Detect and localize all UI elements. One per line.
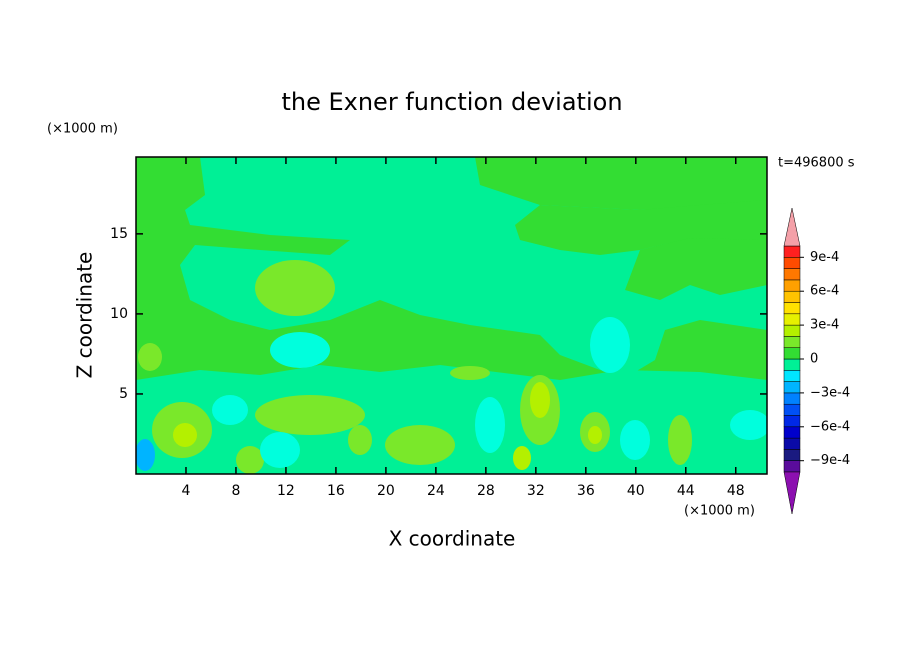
x-tick-label: 32 [527, 483, 545, 499]
x-tick-label: 20 [377, 483, 395, 499]
colorbar-tick-label: 0 [810, 352, 818, 367]
colorbar-tick-label: −6e-4 [810, 419, 850, 434]
y-axis-title: Z coordinate [73, 252, 97, 379]
x-tick-label: 44 [677, 483, 695, 499]
y-tick-label: 10 [110, 306, 128, 322]
colorbar-band [783, 313, 801, 326]
x-tick-label: 4 [182, 483, 191, 499]
y-tick-label: 15 [110, 226, 128, 242]
x-unit: (×1000 m) [684, 504, 755, 519]
colorbar-band [783, 415, 801, 428]
colorbar-band [783, 347, 801, 360]
colorbar-band [783, 381, 801, 394]
y-tick-label: 5 [119, 386, 128, 402]
x-tick-label: 24 [427, 483, 445, 499]
x-tick-label: 8 [231, 483, 240, 499]
x-tick-label: 28 [477, 483, 495, 499]
colorbar-band [783, 324, 801, 337]
x-tick-label: 12 [277, 483, 295, 499]
colorbar-band [783, 279, 801, 292]
y-unit: (×1000 m) [47, 122, 118, 137]
plot-frame [135, 156, 768, 475]
colorbar-tick-label: 9e-4 [810, 250, 839, 265]
colorbar-tick-label: 3e-4 [810, 318, 839, 333]
colorbar-extend-high [783, 207, 801, 247]
colorbar-extend-low [783, 471, 801, 515]
colorbar-band [783, 290, 801, 303]
colorbar-band [783, 392, 801, 405]
colorbar-band [783, 336, 801, 348]
contour-field [136, 157, 767, 474]
x-tick-label: 40 [627, 483, 645, 499]
colorbar-band [783, 460, 801, 473]
colorbar-tick-label: −3e-4 [810, 385, 850, 400]
colorbar-tick-label: −9e-4 [810, 453, 850, 468]
x-tick-label: 36 [577, 483, 595, 499]
colorbar-tick-label: 6e-4 [810, 284, 839, 299]
colorbar-band [783, 449, 801, 461]
colorbar-band [783, 403, 801, 416]
x-tick-label: 48 [727, 483, 745, 499]
colorbar-band [783, 245, 801, 258]
chart-title: the Exner function deviation [281, 88, 622, 116]
colorbar-band [783, 257, 801, 269]
colorbar-band [783, 426, 801, 439]
time-annotation: t=496800 s [778, 156, 855, 171]
colorbar-band [783, 302, 801, 315]
colorbar-band [783, 370, 801, 382]
colorbar-band [783, 268, 801, 281]
x-axis-title: X coordinate [389, 527, 516, 551]
colorbar-band [783, 358, 801, 371]
colorbar-band [783, 437, 801, 450]
x-tick-label: 16 [327, 483, 345, 499]
